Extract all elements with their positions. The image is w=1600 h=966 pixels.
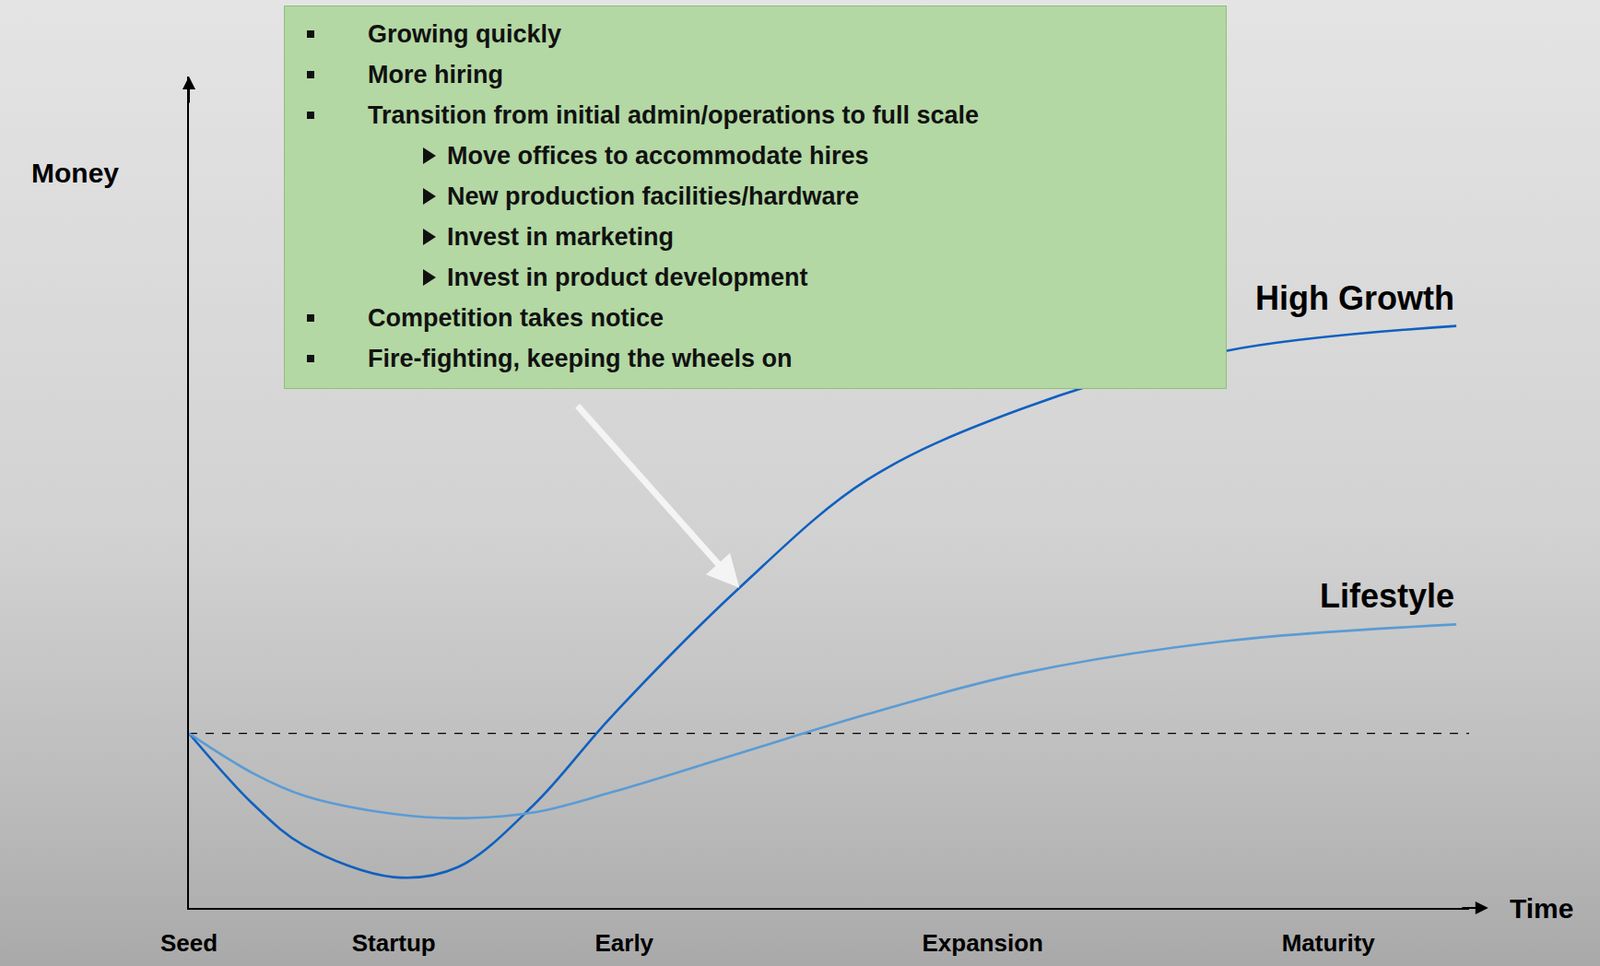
svg-text:High Growth: High Growth (1255, 279, 1455, 318)
svg-text:Time: Time (1509, 893, 1574, 924)
html-text:Move offices to accommodate hi: Move offices to accommodate hires (447, 141, 869, 170)
svg-text:Early: Early (594, 929, 654, 957)
svg-text:Lifestyle: Lifestyle (1319, 576, 1455, 615)
html-text:Invest in product development: Invest in product development (447, 263, 808, 292)
svg-text:Seed: Seed (160, 929, 218, 957)
svg-text:Money: Money (31, 157, 119, 189)
html-text:New production facilities/hard: New production facilities/hardware (447, 182, 860, 211)
svg-text:Expansion: Expansion (921, 929, 1043, 957)
html-text:More hiring: More hiring (367, 60, 504, 89)
svg-text:Startup: Startup (352, 929, 436, 957)
html-text:Fire-fighting, keeping the whe: Fire-fighting, keeping the wheels on (367, 344, 793, 373)
html-text:Competition takes notice: Competition takes notice (367, 304, 664, 332)
svg-text:Maturity: Maturity (1282, 929, 1377, 957)
html-text:Transition from initial admin/: Transition from initial admin/operations… (367, 101, 979, 130)
html-text:Invest in marketing: Invest in marketing (447, 223, 674, 251)
html-text:Growing quickly: Growing quickly (367, 20, 562, 48)
